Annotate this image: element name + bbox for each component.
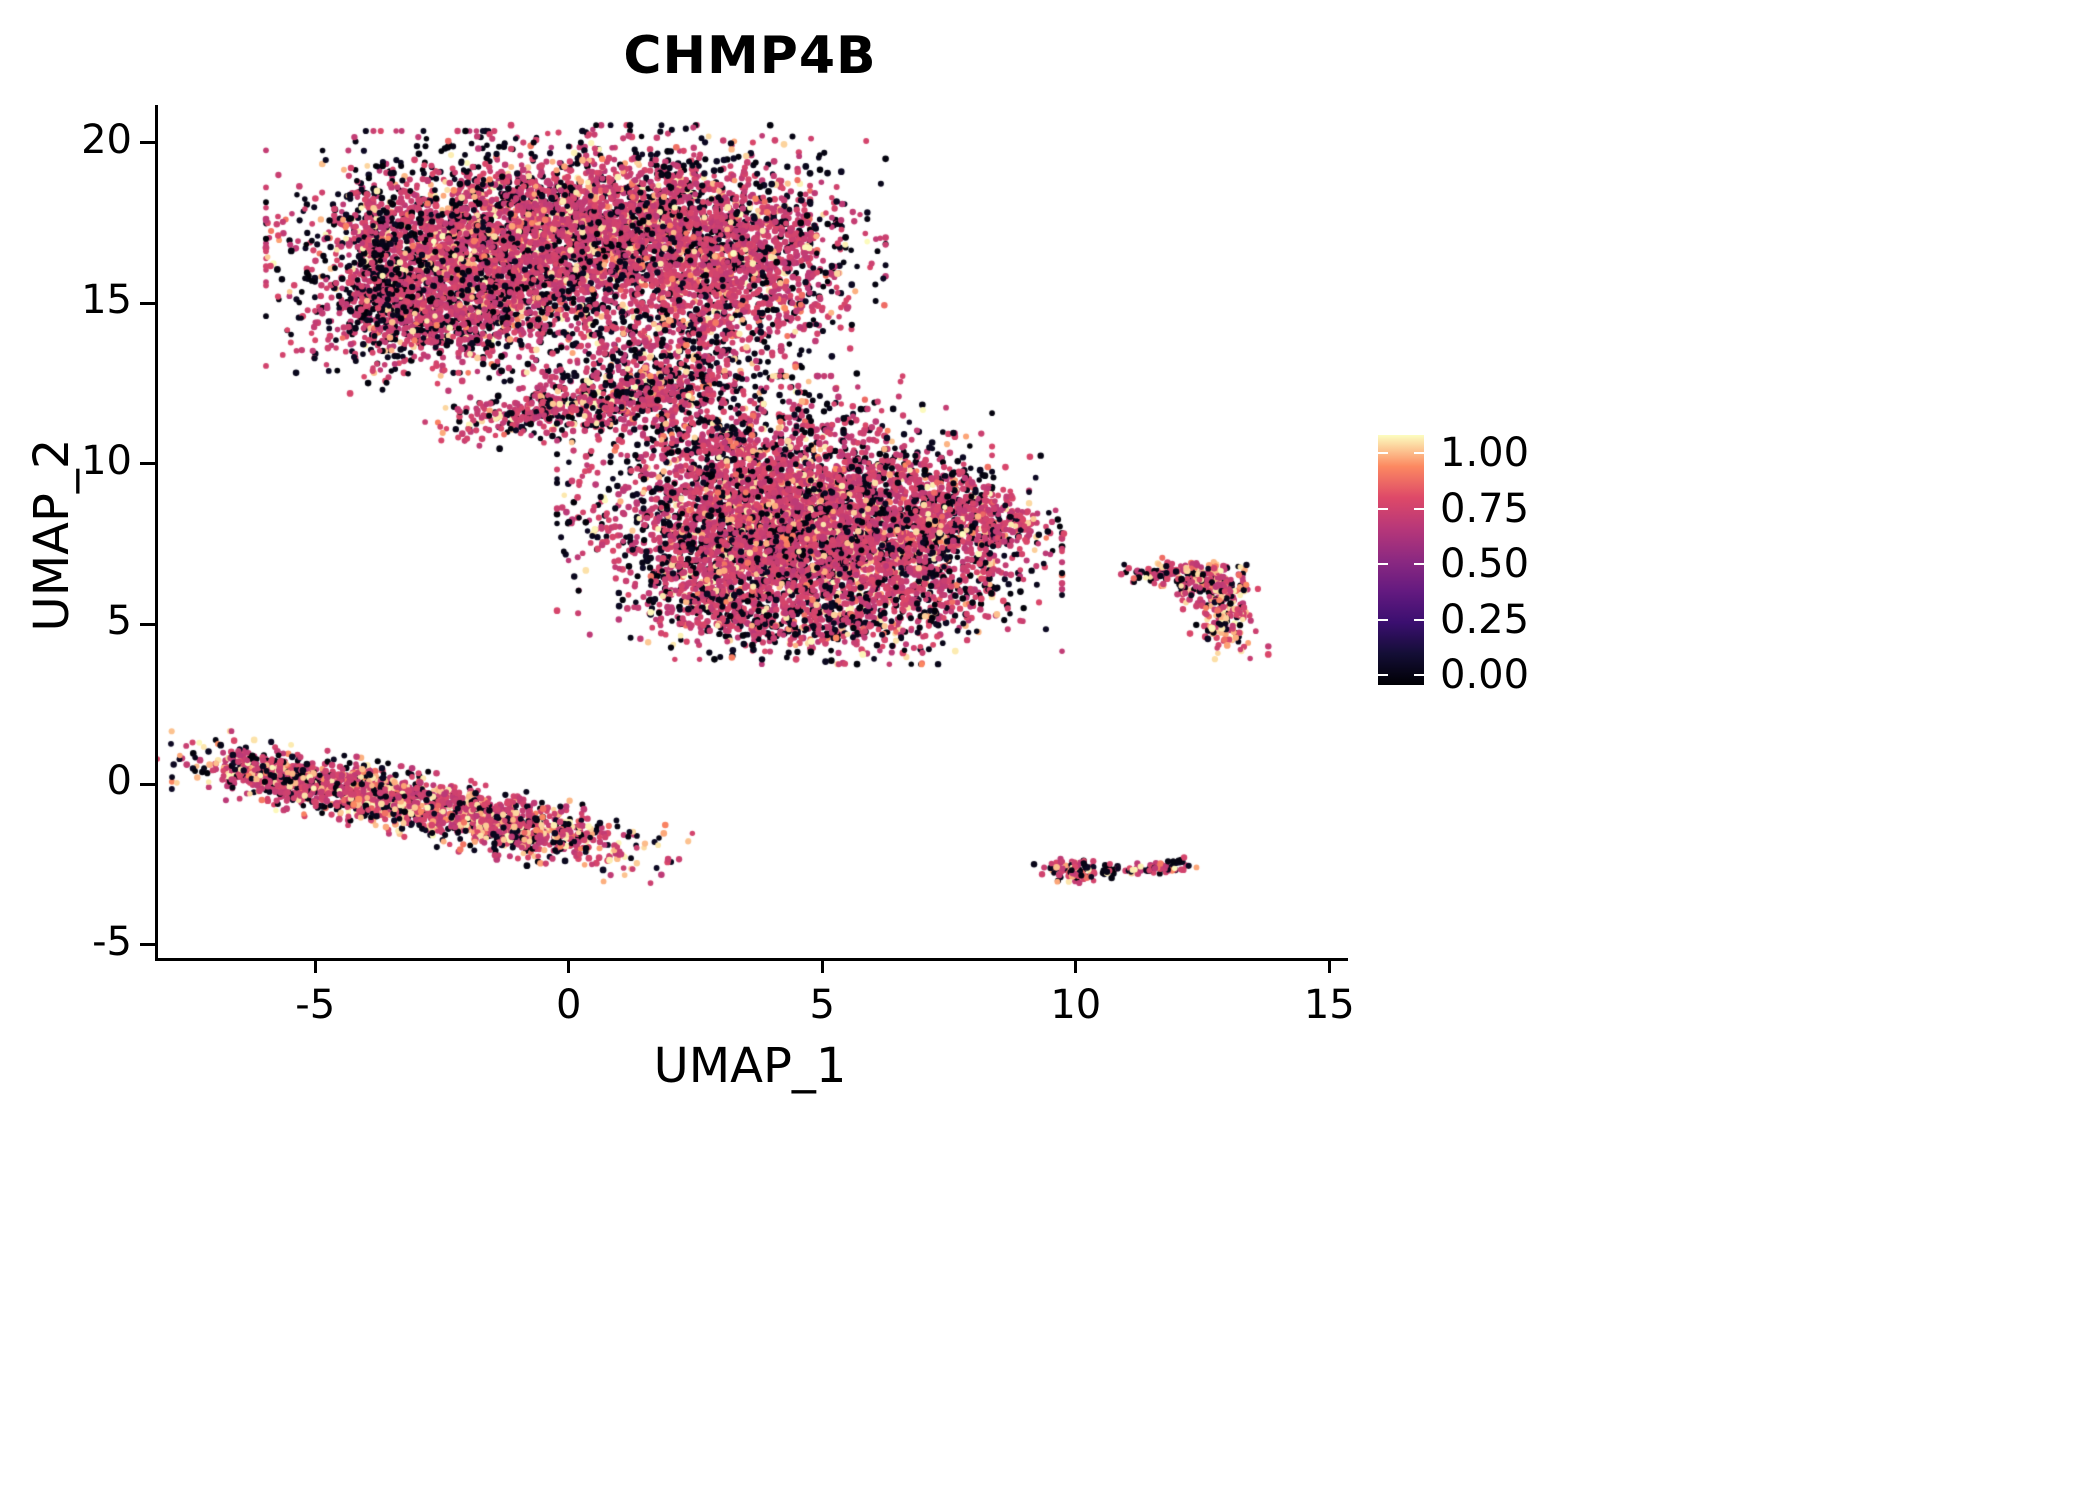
- colorbar-tick: [1414, 507, 1424, 510]
- x-axis-tick: [313, 958, 317, 973]
- colorbar-tick-label: 0.25: [1440, 596, 1530, 643]
- x-tick-label: 5: [809, 982, 835, 1028]
- y-tick-label: 0: [106, 758, 132, 805]
- y-axis-tick: [140, 943, 155, 947]
- colorbar-tick: [1378, 674, 1388, 676]
- scatter-canvas: [158, 105, 1348, 958]
- colorbar-tick: [1378, 618, 1388, 621]
- colorbar-tick: [1378, 563, 1388, 565]
- x-tick-label: 0: [556, 982, 582, 1028]
- plot-area: [155, 105, 1348, 961]
- x-axis-label: UMAP_1: [653, 1038, 847, 1094]
- y-axis-tick: [140, 622, 155, 626]
- y-tick-label: 20: [81, 116, 132, 163]
- x-tick-label: -5: [295, 982, 336, 1028]
- colorbar-gradient: [1378, 435, 1424, 685]
- colorbar-tick: [1414, 563, 1424, 565]
- x-tick-label: 10: [1050, 982, 1102, 1028]
- y-axis-tick: [140, 462, 155, 466]
- y-axis-tick: [140, 141, 155, 145]
- y-axis-tick: [140, 782, 155, 786]
- colorbar-tick: [1414, 674, 1424, 676]
- colorbar-tick-label: 0.00: [1440, 652, 1530, 698]
- colorbar-tick-label: 1.00: [1440, 430, 1530, 476]
- y-axis-tick: [140, 301, 155, 305]
- colorbar-tick: [1414, 618, 1424, 621]
- y-tick-label: 5: [106, 598, 132, 645]
- colorbar-tick-label: 0.75: [1440, 485, 1530, 532]
- y-tick-label: 10: [81, 437, 132, 484]
- x-axis-tick: [820, 958, 824, 973]
- y-tick-label: -5: [92, 918, 132, 965]
- x-axis-tick: [567, 958, 571, 973]
- colorbar-tick: [1378, 452, 1388, 454]
- x-axis-tick: [1327, 958, 1331, 973]
- y-tick-label: 15: [81, 277, 132, 324]
- plot-title: CHMP4B: [623, 26, 877, 86]
- colorbar-tick-label: 0.50: [1440, 541, 1530, 587]
- x-tick-label: 15: [1303, 982, 1355, 1028]
- colorbar-tick: [1378, 507, 1388, 510]
- colorbar-tick: [1414, 452, 1424, 454]
- x-axis-tick: [1074, 958, 1078, 973]
